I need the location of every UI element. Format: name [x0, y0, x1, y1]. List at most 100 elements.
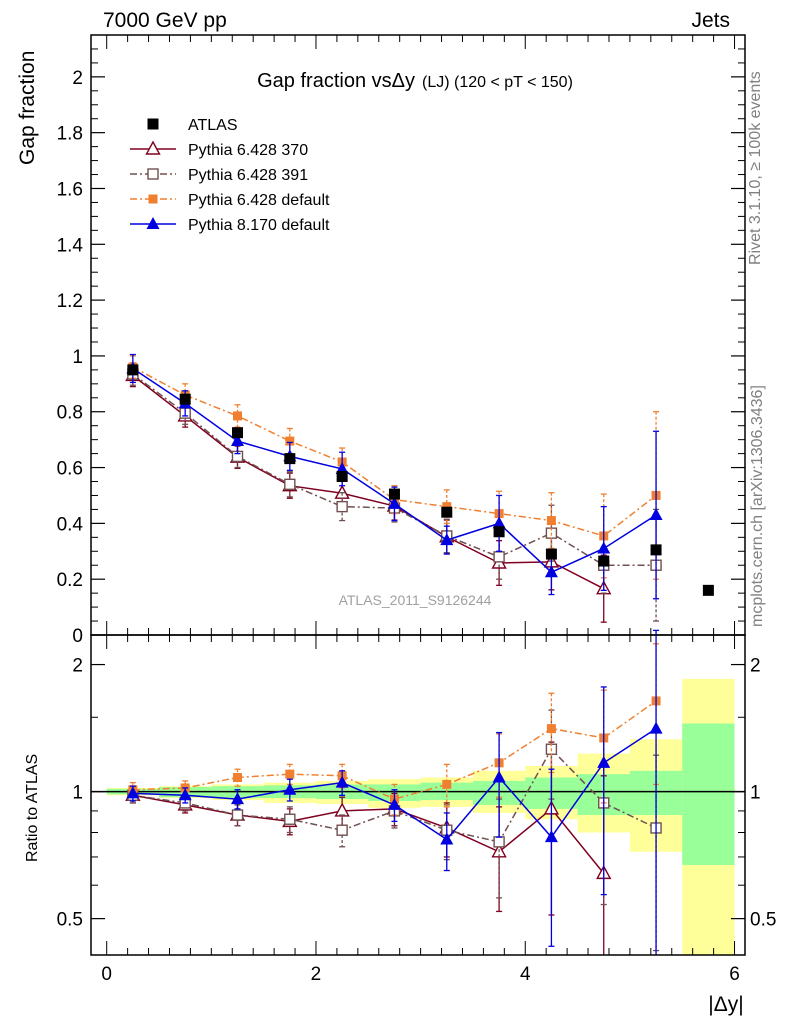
- main-point: [702, 584, 714, 596]
- legend-label: Pythia 8.170 default: [188, 217, 330, 234]
- main-y-tick-label: 2: [72, 68, 83, 89]
- main-point: [387, 496, 401, 509]
- x-axis-label: |Δy|: [708, 993, 743, 1016]
- axes: 0 0.2 0.4 0.6 0.8 1 1.2 1.4 1.6 1.8 2 0 2 4 6 0.5 0.5 1 1 2…: [57, 35, 776, 985]
- x-tick-label: 4: [520, 964, 531, 985]
- ratio-line-pythia-6-428-370: [132, 794, 605, 874]
- ratio-point: [387, 797, 401, 810]
- ratio-ylabel: Ratio to ATLAS: [24, 754, 41, 862]
- main-y-tick-label: 1.8: [57, 124, 83, 145]
- ratio-inner-band: [682, 723, 735, 865]
- legend-marker: [146, 217, 160, 229]
- legend-label: Pythia 6.428 default: [188, 192, 330, 209]
- ratio-point: [335, 775, 349, 788]
- ratio-point: [493, 836, 505, 848]
- legend-item-pythia-6-428-391: Pythia 6.428 391: [130, 167, 308, 184]
- main-point: [649, 508, 663, 520]
- plot-title-main: Gap fraction vsΔy: [257, 70, 415, 92]
- ratio-point: [440, 832, 454, 845]
- ratio-point: [597, 755, 611, 768]
- main-point: [232, 411, 242, 421]
- main-point: [179, 393, 191, 405]
- main-point: [284, 453, 296, 465]
- x-tick-label: 0: [101, 964, 112, 985]
- main-y-tick-label: 0.4: [57, 514, 84, 535]
- legend-marker: [148, 194, 158, 204]
- plot-title: Gap fraction vsΔy (LJ) (120 < pT < 150): [257, 70, 573, 92]
- main-y-tick-label: 0.6: [57, 459, 83, 480]
- main-y-tick-label: 1.2: [57, 291, 83, 312]
- ratio-point: [492, 770, 506, 783]
- main-panel: [125, 353, 714, 623]
- main-y-tick-label: 1.6: [57, 179, 83, 200]
- ratio-point: [285, 769, 295, 779]
- ratio-point: [230, 792, 244, 805]
- main-point: [230, 434, 244, 447]
- legend-label: ATLAS: [188, 117, 238, 134]
- ratio-panel: [91, 629, 745, 955]
- main-ylabel: Gap fraction: [16, 51, 39, 165]
- legend-item-atlas: ATLAS: [147, 117, 238, 134]
- main-point: [335, 461, 349, 474]
- main-series-pythia-6-428-370: [125, 363, 612, 623]
- main-point: [440, 533, 454, 546]
- analysis-watermark: ATLAS_2011_S9126244: [339, 592, 492, 608]
- legend-marker: [147, 118, 159, 130]
- ratio-y-tick-label-right: 2: [750, 656, 761, 677]
- main-line-pythia-6-428-default: [132, 366, 657, 537]
- ratio-frame: [90, 634, 746, 956]
- ratio-point: [231, 809, 244, 821]
- main-line-pythia-6-428-391: [132, 373, 657, 566]
- mcplots-label: mcplots.cern.ch [arXiv:1306.3436]: [749, 385, 766, 627]
- process-label: Jets: [691, 9, 730, 32]
- main-point: [650, 544, 662, 556]
- ratio-point: [544, 830, 558, 843]
- ratio-y-tick-label-right: 1: [750, 783, 761, 804]
- ratio-point: [283, 782, 297, 795]
- ratio-point: [649, 721, 663, 734]
- legend-item-pythia-6-428-370: Pythia 6.428 370: [130, 140, 308, 159]
- main-point: [284, 478, 296, 491]
- rivet-version-label: Rivet 3.1.10, ≥ 100k events: [747, 71, 764, 265]
- ratio-point: [442, 779, 452, 789]
- main-series-atlas: [127, 364, 714, 596]
- legend-item-pythia-6-428-default: Pythia 6.428 default: [130, 192, 330, 209]
- main-point: [492, 516, 506, 529]
- main-point: [231, 427, 243, 439]
- main-series-pythia-8-170-default: [126, 353, 663, 600]
- main-point: [493, 526, 505, 538]
- main-point: [388, 488, 400, 500]
- main-point: [336, 500, 348, 513]
- ratio-point: [126, 786, 140, 799]
- legend-label: Pythia 6.428 391: [188, 167, 308, 184]
- main-y-tick-label: 0: [72, 626, 83, 647]
- main-point: [544, 565, 558, 578]
- ratio-y-tick-label-right: 0.5: [750, 910, 776, 931]
- main-series-pythia-6-428-default: [128, 355, 661, 580]
- main-point: [336, 470, 348, 482]
- main-point: [442, 502, 452, 512]
- x-tick-label: 2: [311, 964, 322, 985]
- main-y-tick-label: 1: [72, 347, 83, 368]
- main-point: [285, 436, 295, 446]
- main-point: [441, 506, 453, 518]
- ratio-series-pythia-8-170-default: [126, 629, 663, 955]
- main-line-pythia-6-428-370: [132, 374, 605, 590]
- legend-item-pythia-8-170-default: Pythia 8.170 default: [130, 217, 330, 234]
- ratio-point: [178, 788, 192, 801]
- main-line-pythia-8-170-default: [132, 367, 657, 574]
- legend: ATLAS Pythia 6.428 370 Pythia 6.428 391 Pyt…: [130, 117, 330, 234]
- energy-label: 7000 GeV pp: [103, 9, 227, 32]
- main-y-tick-label: 1.4: [57, 235, 84, 256]
- legend-marker: [145, 140, 161, 155]
- main-point: [545, 548, 557, 560]
- main-point: [597, 541, 611, 554]
- ratio-point: [546, 724, 556, 734]
- main-y-tick-label: 0.8: [57, 403, 83, 424]
- plot-title-suffix: (LJ) (120 < pT < 150): [422, 74, 573, 91]
- ratio-point: [232, 772, 242, 782]
- main-y-tick-label: 0.2: [57, 570, 83, 591]
- legend-marker: [147, 168, 159, 180]
- main-point: [598, 555, 610, 567]
- x-tick-label: 6: [729, 964, 740, 985]
